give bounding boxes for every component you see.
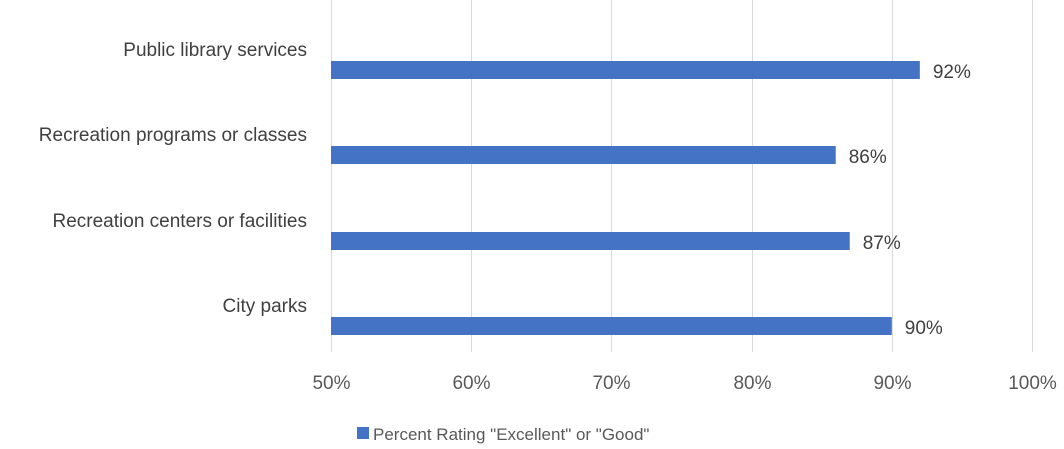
data-label: 90% — [905, 318, 943, 339]
bar — [331, 232, 850, 250]
x-tick-label: 100% — [1008, 373, 1057, 394]
bar — [331, 317, 892, 335]
bar — [331, 146, 836, 164]
category-label: Recreation programs or classes — [39, 125, 307, 146]
category-label: Public library services — [123, 40, 307, 61]
x-tick-label: 70% — [592, 373, 630, 394]
data-label: 92% — [933, 62, 971, 83]
legend-label: Percent Rating "Excellent" or "Good" — [373, 425, 649, 444]
x-tick-label: 80% — [733, 373, 771, 394]
x-tick-label: 50% — [312, 373, 350, 394]
category-label: Recreation centers or facilities — [53, 211, 308, 232]
data-label: 87% — [863, 233, 901, 254]
bar — [331, 61, 920, 79]
gridlines — [331, 0, 1033, 352]
x-tick-label: 90% — [873, 373, 911, 394]
bars — [331, 61, 920, 335]
data-label: 86% — [849, 147, 887, 168]
legend-swatch — [357, 427, 369, 439]
category-label: City parks — [223, 296, 307, 317]
legend: Percent Rating "Excellent" or "Good" — [357, 425, 649, 444]
data-labels: 92% 86% 87% 90% — [849, 62, 971, 339]
category-labels: Public library services Recreation progra… — [39, 40, 307, 317]
x-tick-labels: 50% 60% 70% 80% 90% 100% — [312, 373, 1056, 394]
x-tick-label: 60% — [452, 373, 490, 394]
